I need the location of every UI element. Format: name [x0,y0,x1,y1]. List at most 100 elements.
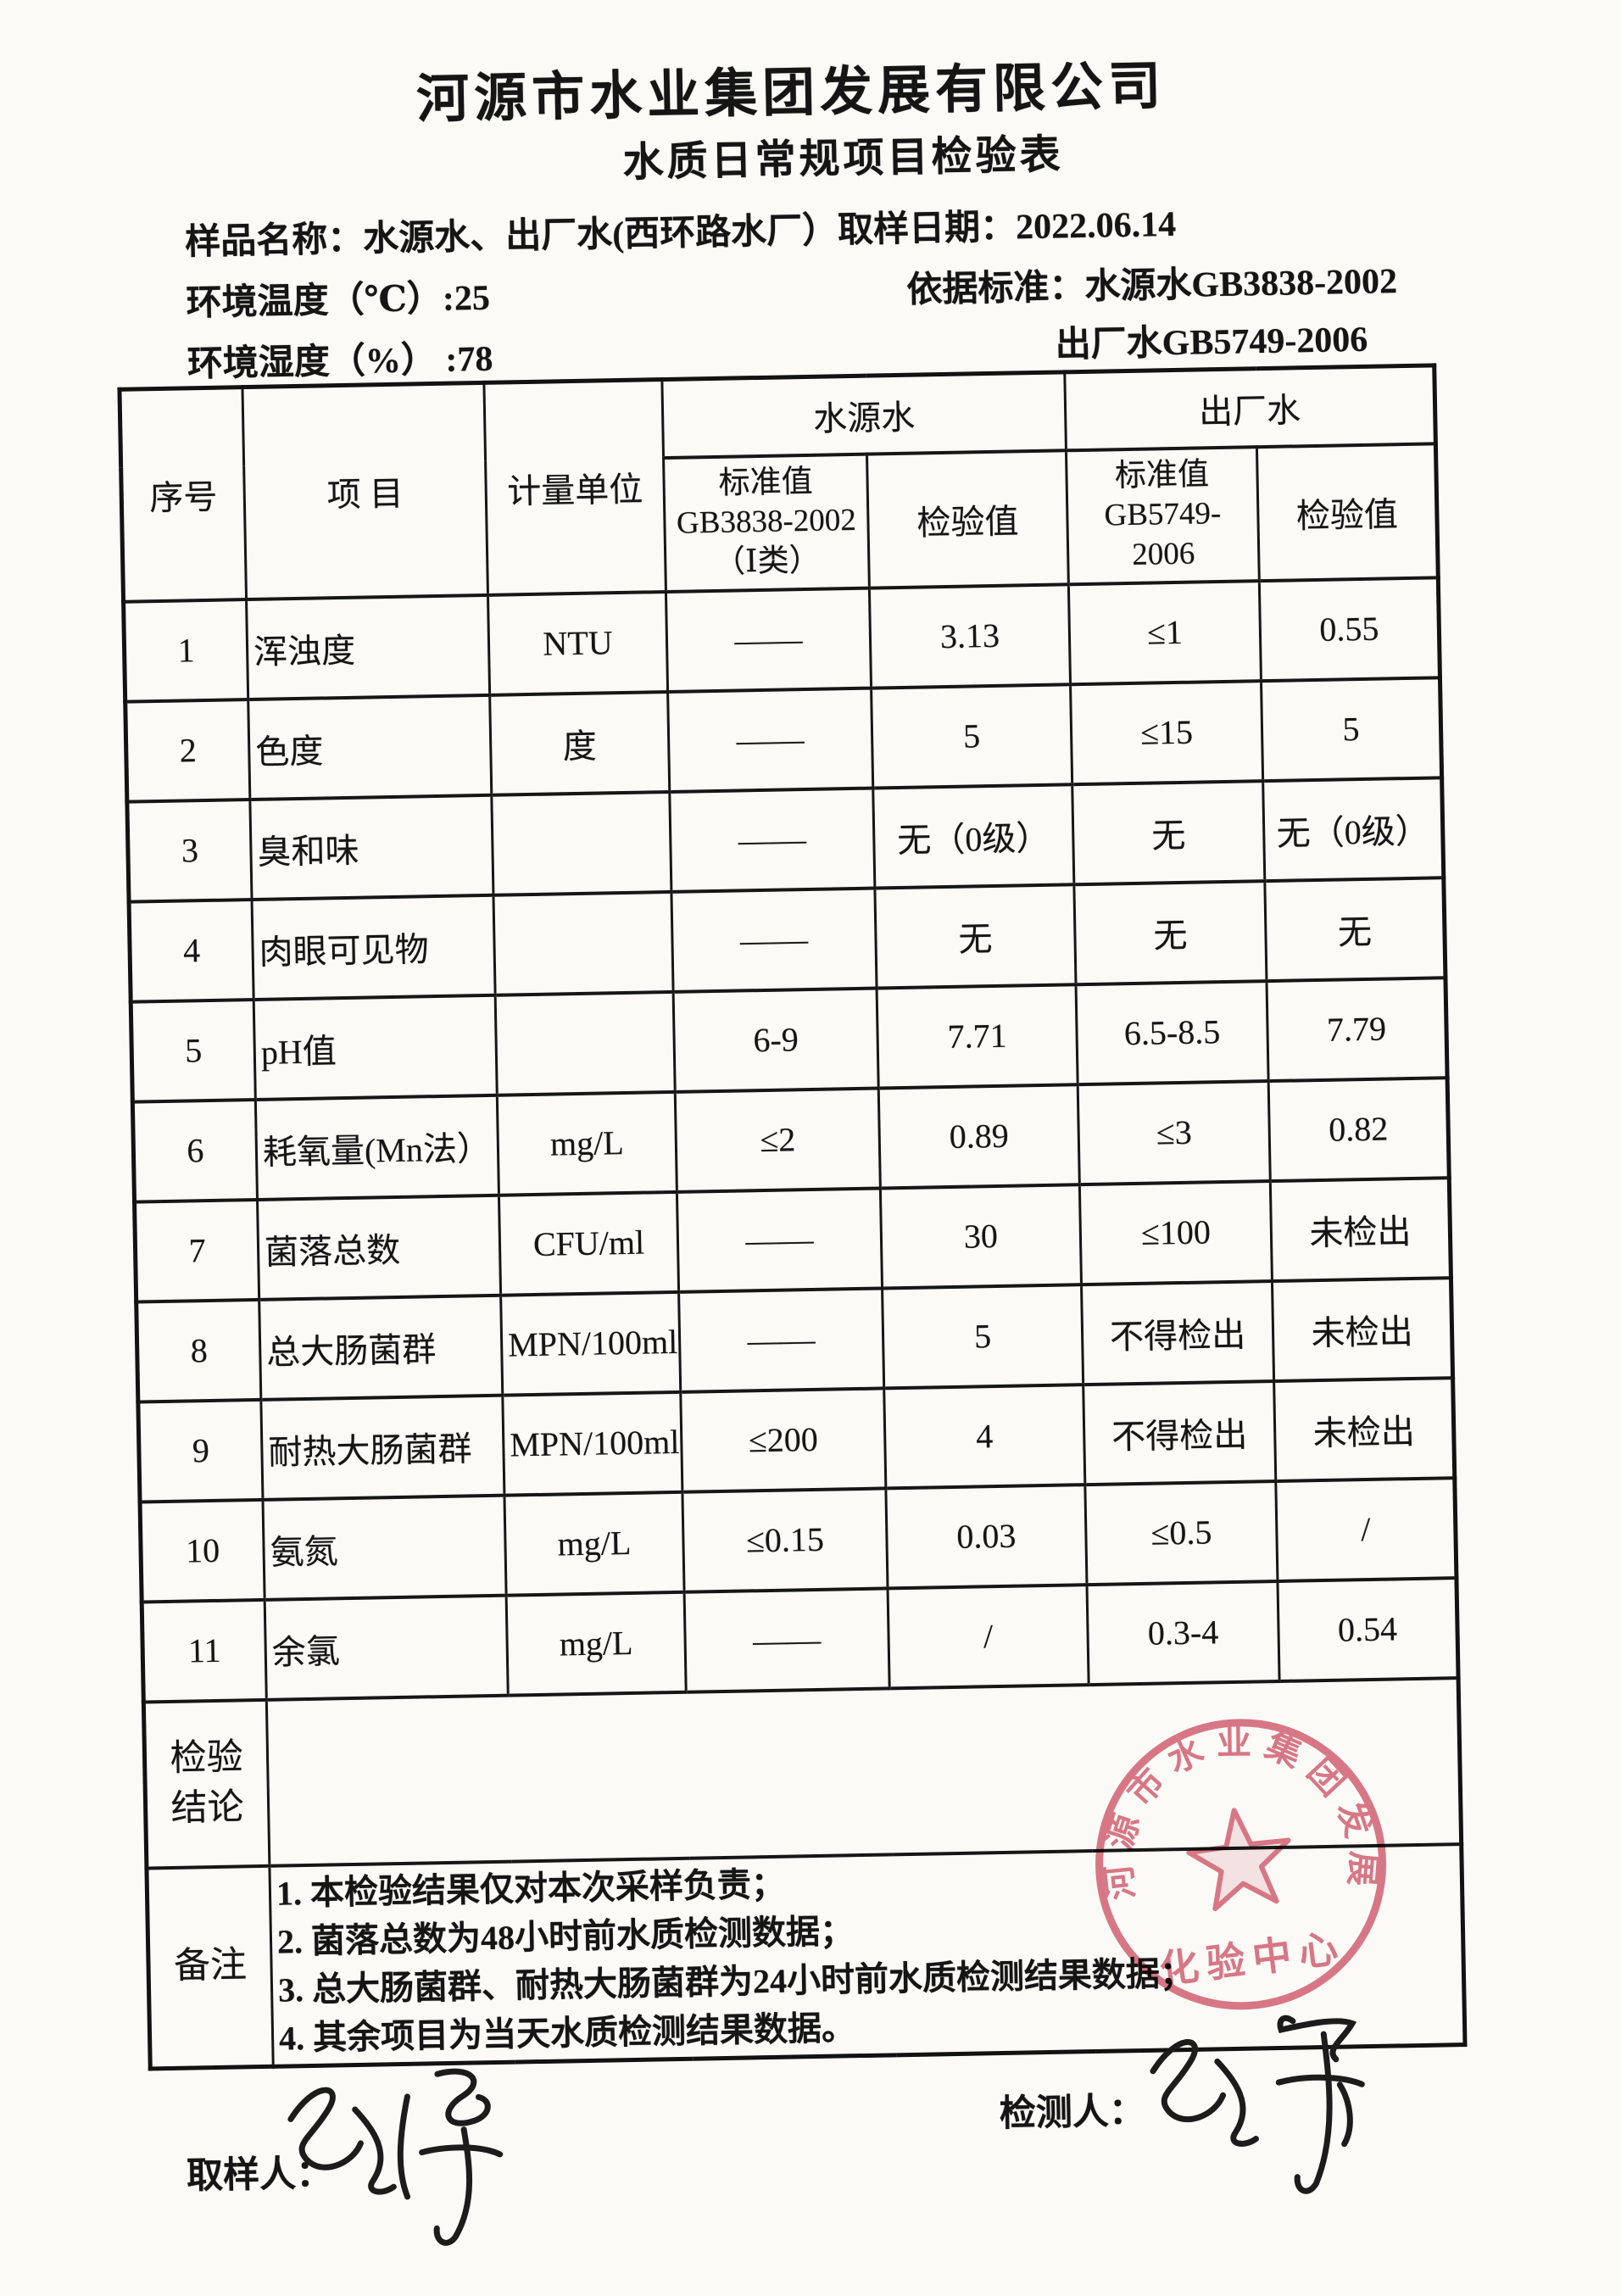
notes-label: 备注 [146,1865,274,2069]
cell-standard-finished: ≤100 [1079,1180,1273,1285]
cell-seq: 6 [132,1099,258,1202]
cell-value-finished: 无（0级） [1262,777,1444,881]
cell-value-source: 无（0级） [872,783,1074,889]
cell-value-finished: 0.54 [1277,1577,1459,1681]
cell-unit [491,791,671,895]
cell-unit: NTU [487,591,668,695]
cell-standard-source: —— [684,1587,890,1692]
cell-item: 肉眼可见物 [252,894,496,1000]
cell-value-source: 4 [883,1384,1085,1488]
cell-value-source: 30 [880,1184,1082,1288]
conclusion-label: 检验 结论 [143,1699,270,1868]
cell-seq: 2 [125,699,250,802]
cell-standard-source: ≤200 [680,1387,886,1492]
header-standard-gb3838: 标准值 GB3838-2002 （Ⅰ类） [663,454,870,592]
cell-standard-finished: ≤3 [1078,1080,1271,1184]
cell-item: 耗氧量(Mn法） [255,1095,499,1200]
cell-standard-source: —— [678,1287,884,1392]
cell-value-finished: / [1275,1477,1457,1581]
cell-standard-source: —— [669,788,875,892]
cell-item: 浑浊度 [246,594,490,699]
cell-item: 总大肠菌群 [259,1295,503,1400]
cell-standard-source: —— [671,888,877,992]
cell-standard-finished: ≤15 [1070,680,1263,784]
cell-item: 色度 [248,694,492,800]
table-body: 1 浑浊度 NTU —— 3.13 ≤1 0.55 2 色度 度 —— 5 ≤1… [123,577,1459,1702]
cell-seq: 4 [129,899,254,1002]
cell-value-finished: 未检出 [1270,1177,1451,1281]
stamp-star-icon [1186,1808,1291,1912]
header-check-value-source: 检验值 [866,449,1069,588]
cell-unit: mg/L [506,1591,687,1696]
cell-value-finished: 未检出 [1272,1277,1453,1381]
cell-unit: mg/L [504,1491,685,1596]
cell-value-source: 7.71 [877,984,1078,1089]
cell-unit: 度 [489,691,670,795]
tester-label: 检测人： [999,2091,1146,2135]
cell-standard-finished: 不得检出 [1083,1380,1276,1485]
cell-standard-finished: 0.3-4 [1086,1580,1280,1685]
cell-item: pH值 [253,995,498,1100]
cell-seq: 11 [142,1599,267,1702]
cell-value-finished: 5 [1261,677,1442,781]
cell-value-finished: 0.82 [1268,1077,1450,1181]
cell-value-source: 3.13 [869,583,1071,688]
cell-seq: 3 [126,799,253,902]
cell-standard-finished: 无 [1073,880,1267,984]
header-unit: 计量单位 [483,379,666,595]
cell-unit [493,891,674,995]
cell-value-finished: 无 [1264,877,1446,981]
cell-item: 余氯 [265,1595,509,1700]
cell-standard-source: —— [666,588,872,692]
cell-value-finished: 7.79 [1266,977,1448,1081]
cell-value-source: 5 [871,683,1072,789]
sampling-date: 取样日期：2022.06.14 [837,204,1177,251]
cell-item: 菌落总数 [257,1195,501,1300]
header-item: 项 目 [242,382,488,599]
cell-value-source: 无 [874,883,1077,989]
cell-value-source: / [888,1584,1089,1688]
cell-value-finished: 0.55 [1259,577,1440,681]
cell-unit: CFU/ml [499,1191,679,1296]
header-group-finished-water: 出厂水 [1064,365,1436,450]
sample-name: 样品名称：水源水、出厂水(西环路水厂） [184,211,838,263]
cell-standard-source: 6-9 [673,988,879,1092]
cell-standard-finished: ≤0.5 [1084,1480,1278,1585]
cell-standard-source: ≤2 [675,1088,881,1192]
cell-unit: mg/L [497,1091,677,1195]
env-humidity: 环境湿度（%） :78 [187,339,493,385]
cell-seq: 8 [136,1299,261,1402]
tester-signature [1150,2015,1365,2194]
header-seq: 序号 [119,387,247,602]
lab-center-round-stamp: 河源市水业集团发展有限公司 化验中心 [1071,1694,1390,2010]
standard-basis-finished: 出厂水GB5749-2006 [1055,320,1368,365]
cell-standard-finished: 6.5-8.5 [1076,980,1269,1084]
cell-standard-source: ≤0.15 [682,1487,888,1592]
cell-unit: MPN/100ml [500,1291,681,1396]
cell-seq: 1 [123,599,248,702]
cell-item: 氨氮 [262,1495,507,1600]
cell-value-source: 0.89 [878,1084,1080,1188]
env-temperature: 环境温度（℃）:25 [186,278,491,324]
cell-value-source: 5 [882,1284,1083,1388]
cell-standard-source: —— [667,688,873,792]
cell-seq: 9 [137,1399,263,1502]
cell-standard-finished: 无 [1072,780,1265,884]
cell-value-source: 0.03 [885,1484,1087,1588]
cell-standard-finished: 不得检出 [1081,1280,1274,1385]
sample-name-line: 样品名称：水源水、出厂水(西环路水厂）取样日期：2022.06.14 [185,195,1177,265]
cell-seq: 10 [140,1499,265,1602]
standard-basis-source: 依据标准：水源水GB3838-2002 [906,262,1398,310]
header-standard-gb5749: 标准值 GB5749-2006 [1066,446,1260,584]
cell-unit: MPN/100ml [502,1391,682,1496]
cell-seq: 7 [134,1199,259,1302]
stamp-ring-text: 河源市水业集团发展有限公司 [1071,1694,1390,1937]
header-group-source-water: 水源水 [661,371,1067,458]
cell-seq: 5 [131,999,256,1102]
cell-item: 耐热大肠菌群 [260,1395,504,1500]
cell-unit [495,991,676,1095]
cell-standard-source: —— [677,1187,883,1292]
cell-value-finished: 未检出 [1273,1377,1455,1481]
